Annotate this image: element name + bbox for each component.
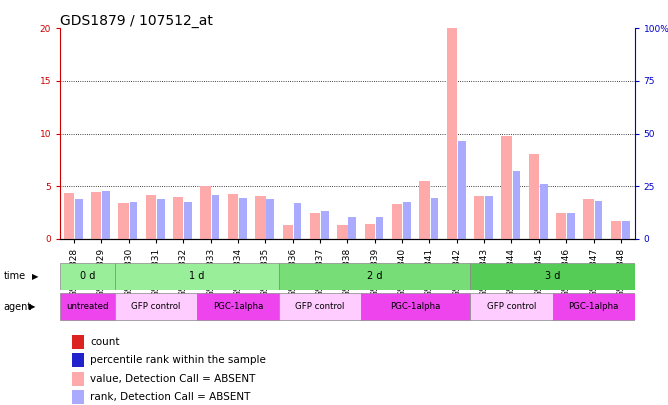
Bar	[102, 190, 110, 239]
Bar	[595, 201, 603, 239]
Bar	[184, 202, 192, 239]
Bar	[75, 199, 83, 239]
Bar	[512, 171, 520, 239]
Bar	[71, 390, 84, 404]
Bar	[552, 293, 635, 320]
Bar	[310, 213, 320, 239]
Text: agent: agent	[3, 302, 31, 312]
Bar	[91, 192, 102, 239]
Bar	[337, 225, 347, 239]
Bar	[529, 153, 539, 239]
Text: rank, Detection Call = ABSENT: rank, Detection Call = ABSENT	[90, 392, 250, 402]
Bar	[583, 199, 594, 239]
Bar	[60, 263, 115, 290]
Bar	[239, 198, 246, 239]
Bar	[279, 293, 361, 320]
Text: count: count	[90, 337, 120, 347]
Bar	[212, 195, 219, 239]
Bar	[470, 263, 635, 290]
Bar	[197, 293, 279, 320]
Bar	[403, 202, 411, 239]
Bar	[567, 213, 575, 239]
Text: 2 d: 2 d	[367, 271, 383, 281]
Bar	[267, 199, 274, 239]
Bar	[279, 263, 470, 290]
Bar	[622, 221, 630, 239]
Text: PGC-1alpha: PGC-1alpha	[568, 302, 619, 311]
Bar	[470, 293, 552, 320]
Text: PGC-1alpha: PGC-1alpha	[391, 302, 441, 311]
Bar	[502, 136, 512, 239]
Bar	[71, 354, 84, 367]
Bar	[71, 335, 84, 349]
Text: untreated: untreated	[66, 302, 109, 311]
Text: GFP control: GFP control	[295, 302, 345, 311]
Text: GDS1879 / 107512_at: GDS1879 / 107512_at	[60, 14, 213, 28]
Bar	[118, 203, 129, 239]
Bar	[115, 293, 197, 320]
Bar	[200, 186, 211, 239]
Bar	[556, 213, 566, 239]
Bar	[321, 211, 329, 239]
Bar	[361, 293, 470, 320]
Bar	[349, 217, 356, 239]
Bar	[60, 293, 115, 320]
Bar	[458, 141, 466, 239]
Bar	[63, 193, 74, 239]
Text: PGC-1alpha: PGC-1alpha	[212, 302, 263, 311]
Text: percentile rank within the sample: percentile rank within the sample	[90, 355, 266, 365]
Text: 3 d: 3 d	[545, 271, 560, 281]
Bar	[365, 224, 375, 239]
Bar	[115, 263, 279, 290]
Text: GFP control: GFP control	[487, 302, 536, 311]
Text: 0 d: 0 d	[79, 271, 95, 281]
Text: ▶: ▶	[29, 302, 36, 311]
Text: GFP control: GFP control	[131, 302, 180, 311]
Bar	[255, 196, 266, 239]
Bar	[294, 203, 301, 239]
Bar	[474, 196, 484, 239]
Bar	[447, 28, 457, 239]
Bar	[283, 225, 293, 239]
Bar	[71, 372, 84, 386]
Text: 1 d: 1 d	[189, 271, 204, 281]
Bar	[540, 184, 548, 239]
Bar	[420, 181, 430, 239]
Bar	[157, 199, 164, 239]
Bar	[173, 197, 184, 239]
Text: time: time	[3, 271, 25, 281]
Bar	[611, 221, 621, 239]
Bar	[430, 198, 438, 239]
Bar	[130, 202, 137, 239]
Text: value, Detection Call = ABSENT: value, Detection Call = ABSENT	[90, 374, 255, 384]
Bar	[228, 194, 238, 239]
Bar	[392, 204, 402, 239]
Bar	[146, 195, 156, 239]
Text: ▶: ▶	[32, 272, 39, 281]
Bar	[376, 217, 383, 239]
Bar	[485, 196, 493, 239]
